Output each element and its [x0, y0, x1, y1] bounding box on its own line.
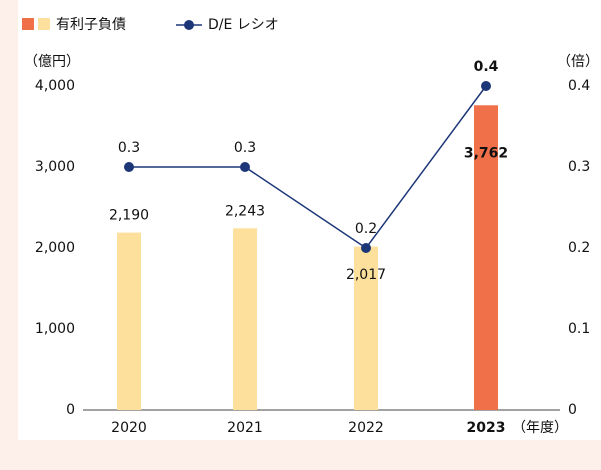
x-tick-label: 2020 [111, 420, 147, 436]
bar-value-label: 3,762 [464, 145, 508, 161]
line-marker [124, 162, 134, 172]
y-axis-label: （億円） [24, 54, 80, 70]
y2-tick-label: 0.4 [568, 78, 590, 94]
bar [117, 232, 141, 410]
y2-tick-label: 0 [568, 402, 577, 418]
y-tick-label: 2,000 [35, 240, 75, 256]
y2-tick-label: 0.3 [568, 159, 590, 175]
bar [233, 228, 257, 410]
y-tick-label: 0 [66, 402, 75, 418]
x-axis-label: （年度） [512, 420, 568, 436]
line-value-label: 0.3 [234, 140, 256, 156]
bar-value-label: 2,243 [225, 203, 265, 219]
legend-swatch [38, 18, 50, 30]
y-tick-label: 4,000 [35, 78, 75, 94]
y2-axis-label: （倍） [557, 54, 599, 70]
legend-marker [184, 20, 194, 30]
bar [474, 105, 498, 410]
line [129, 85, 487, 250]
y2-tick-label: 0.2 [568, 240, 590, 256]
legend-label: D/E レシオ [208, 17, 279, 33]
bar-value-label: 2,017 [346, 267, 386, 283]
line-value-label: 0.2 [355, 221, 377, 237]
line-marker [240, 162, 250, 172]
x-tick-label: 2023 [467, 420, 506, 436]
x-tick-label: 2021 [227, 420, 263, 436]
line-marker [481, 81, 491, 91]
line-value-label: 0.3 [118, 140, 140, 156]
panel [18, 0, 601, 440]
legend-label: 有利子負債 [56, 17, 126, 33]
line-marker [361, 243, 371, 253]
x-tick-label: 2022 [348, 420, 384, 436]
y-tick-label: 3,000 [35, 159, 75, 175]
y-tick-label: 1,000 [35, 321, 75, 337]
bar-value-label: 2,190 [109, 208, 149, 224]
line-value-label: 0.4 [474, 59, 499, 75]
bar [354, 246, 378, 410]
y2-tick-label: 0.1 [568, 321, 590, 337]
legend-swatch [22, 18, 34, 30]
